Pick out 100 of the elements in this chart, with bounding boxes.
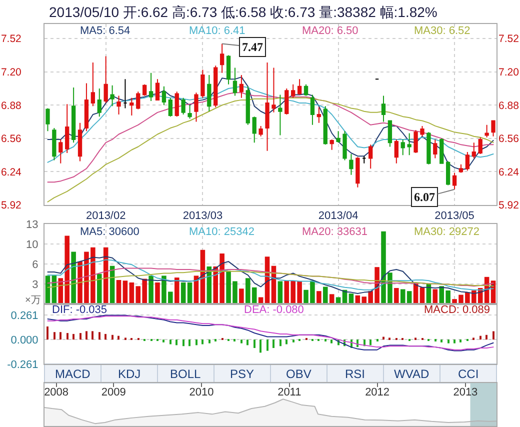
bar bbox=[116, 280, 122, 304]
y2-tick-label: 7.20 bbox=[498, 66, 520, 79]
bar bbox=[292, 340, 294, 342]
candlestick bbox=[368, 144, 373, 170]
line-series bbox=[47, 76, 494, 170]
candlestick bbox=[220, 43, 224, 74]
candlestick bbox=[310, 94, 315, 126]
candlestick bbox=[323, 106, 328, 146]
candlestick bbox=[214, 65, 218, 108]
x-tick-label: 2010 bbox=[189, 386, 214, 398]
candlestick bbox=[433, 138, 438, 159]
y-tick-label: -0.261 bbox=[7, 358, 38, 371]
bar bbox=[122, 280, 128, 304]
candlestick bbox=[381, 95, 386, 122]
x-tick-label: 2009 bbox=[101, 386, 126, 398]
candlestick bbox=[342, 130, 347, 161]
candlestick bbox=[116, 95, 121, 115]
candlestick bbox=[239, 74, 244, 98]
candlestick bbox=[246, 86, 250, 126]
candlestick bbox=[362, 156, 366, 164]
y-tick-label: 5.92 bbox=[0, 200, 22, 212]
y-tick-label: 6.56 bbox=[0, 133, 22, 146]
candlestick bbox=[90, 62, 96, 107]
text: MA5: 6.54 bbox=[80, 25, 130, 37]
y-tick-label: 6.24 bbox=[0, 166, 22, 178]
text: MA5: 30600 bbox=[80, 226, 140, 238]
candlestick bbox=[297, 78, 302, 96]
bar bbox=[174, 278, 180, 304]
bar bbox=[118, 336, 120, 340]
bar bbox=[66, 333, 68, 340]
bar bbox=[98, 332, 100, 340]
candlestick bbox=[52, 128, 56, 161]
bar bbox=[148, 276, 154, 304]
text: MA10: 25342 bbox=[189, 226, 254, 238]
series-label: DIF: -0.035 bbox=[52, 304, 108, 316]
x-tick-label: 2012 bbox=[365, 386, 390, 398]
series-label: DEA: -0.080 bbox=[244, 304, 304, 316]
text: MA10: 6.41 bbox=[189, 25, 246, 37]
bar bbox=[72, 334, 74, 340]
x-tick-label: 2013/03 bbox=[182, 210, 223, 222]
x-tick-label: 2011 bbox=[278, 386, 302, 398]
text: MA30: 29272 bbox=[414, 226, 480, 238]
candlestick bbox=[200, 69, 205, 98]
candlestick bbox=[278, 94, 282, 136]
candlestick bbox=[407, 132, 412, 156]
bar bbox=[54, 332, 56, 340]
candlestick bbox=[148, 72, 154, 102]
candlestick bbox=[478, 136, 482, 155]
candlestick bbox=[484, 124, 489, 138]
candlestick bbox=[356, 156, 360, 188]
y-tick-label: 13 bbox=[26, 218, 38, 231]
candlestick bbox=[446, 160, 450, 186]
bar bbox=[80, 333, 82, 340]
y2-tick-label: 6.24 bbox=[498, 166, 520, 178]
candlestick bbox=[155, 78, 160, 100]
candlestick bbox=[420, 125, 424, 137]
candlestick bbox=[130, 97, 134, 116]
text: KDJ bbox=[118, 367, 141, 381]
candlestick bbox=[84, 82, 89, 132]
candlestick bbox=[284, 88, 289, 115]
candlestick bbox=[304, 84, 308, 96]
x-tick-label: 2013/02 bbox=[86, 210, 126, 222]
candlestick bbox=[97, 88, 102, 118]
text: MA30: 6.52 bbox=[414, 25, 470, 37]
candlestick bbox=[226, 54, 231, 85]
annotation: 7.47 bbox=[242, 40, 263, 54]
bar bbox=[454, 340, 456, 344]
bar bbox=[162, 340, 164, 342]
y-tick-label: 6.88 bbox=[0, 100, 22, 112]
candlestick bbox=[58, 138, 63, 164]
y2-tick-label: 7.52 bbox=[498, 33, 520, 46]
text: MACD bbox=[55, 367, 91, 381]
text: WVAD bbox=[394, 367, 430, 381]
chart-title: 2013/05/10 开:6.62 高:6.73 低:6.58 收:6.73 量:38382 幅:1.82% bbox=[49, 4, 438, 20]
candlestick bbox=[272, 67, 276, 113]
text: BOLL bbox=[170, 367, 202, 381]
line-series bbox=[47, 92, 494, 183]
candlestick bbox=[291, 84, 296, 98]
bar bbox=[280, 340, 282, 346]
y2-tick-label: 5.92 bbox=[498, 200, 520, 212]
candlestick bbox=[188, 104, 192, 120]
bar bbox=[187, 282, 192, 304]
x-tick-label: 2013/04 bbox=[318, 210, 358, 222]
candlestick bbox=[330, 138, 334, 150]
bar bbox=[97, 274, 102, 304]
candlestick bbox=[252, 116, 256, 144]
bar bbox=[176, 340, 178, 346]
candlestick bbox=[104, 56, 108, 104]
y2-tick-label: 6.56 bbox=[498, 133, 520, 146]
candlestick bbox=[472, 142, 476, 159]
bar bbox=[278, 281, 283, 304]
candlestick bbox=[452, 172, 457, 190]
text: RSI bbox=[345, 367, 366, 381]
y-tick-label: 7.52 bbox=[0, 33, 22, 46]
candlestick bbox=[207, 74, 212, 112]
candlestick bbox=[110, 84, 114, 107]
candlestick bbox=[232, 67, 238, 96]
bar bbox=[155, 282, 160, 304]
y-tick-label: 6 bbox=[32, 258, 38, 271]
bar bbox=[272, 340, 274, 348]
